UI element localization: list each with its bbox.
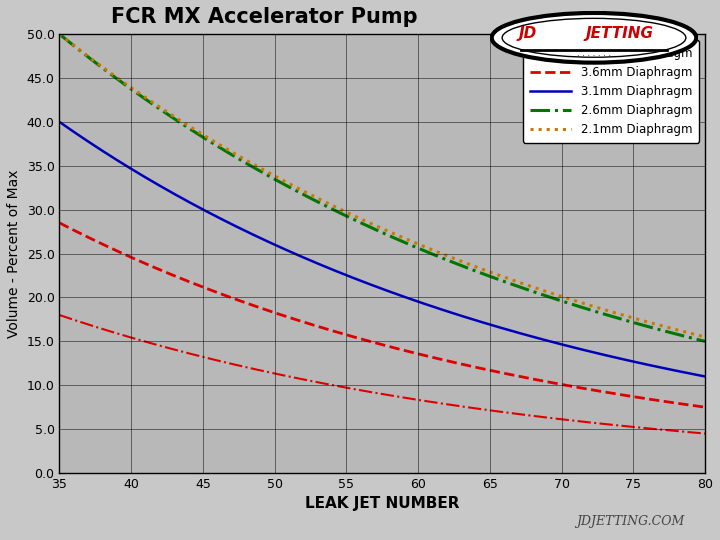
3.1mm Diaphragm <box>439 307 448 313</box>
3.6mm Diaphragm <box>685 402 694 408</box>
Ellipse shape <box>492 13 696 63</box>
Line: 2.1mm Diaphragm: 2.1mm Diaphragm <box>59 34 705 337</box>
Y-axis label: Volume - Percent of Max: Volume - Percent of Max <box>7 170 21 338</box>
2.1mm Diaphragm <box>701 334 709 340</box>
3.1mm Diaphragm <box>405 295 413 302</box>
4.1mm Diaphragm <box>439 401 448 407</box>
4.1mm Diaphragm <box>361 388 370 394</box>
2.6mm Diaphragm <box>701 338 709 345</box>
3.6mm Diaphragm <box>584 386 593 393</box>
4.1mm Diaphragm <box>584 419 593 426</box>
2.1mm Diaphragm <box>55 31 63 37</box>
2.1mm Diaphragm <box>584 302 593 308</box>
Line: 3.1mm Diaphragm: 3.1mm Diaphragm <box>59 122 705 376</box>
Text: JETTING: JETTING <box>585 26 653 41</box>
2.1mm Diaphragm <box>685 330 694 336</box>
2.1mm Diaphragm <box>366 220 374 226</box>
3.6mm Diaphragm <box>361 337 370 343</box>
4.1mm Diaphragm <box>55 312 63 318</box>
4.1mm Diaphragm <box>405 395 413 402</box>
4.1mm Diaphragm <box>685 429 694 435</box>
Text: JDJETTING.COM: JDJETTING.COM <box>576 515 684 528</box>
4.1mm Diaphragm <box>366 389 374 395</box>
3.1mm Diaphragm <box>584 348 593 354</box>
Line: 3.6mm Diaphragm: 3.6mm Diaphragm <box>59 223 705 407</box>
Text: FCR MX Accelerator Pump: FCR MX Accelerator Pump <box>111 7 418 27</box>
2.6mm Diaphragm <box>366 224 374 230</box>
3.6mm Diaphragm <box>55 220 63 226</box>
2.6mm Diaphragm <box>685 334 694 341</box>
2.6mm Diaphragm <box>405 241 413 247</box>
3.1mm Diaphragm <box>701 373 709 380</box>
3.6mm Diaphragm <box>701 404 709 410</box>
Line: 4.1mm Diaphragm: 4.1mm Diaphragm <box>59 315 705 434</box>
X-axis label: LEAK JET NUMBER: LEAK JET NUMBER <box>305 496 459 511</box>
3.6mm Diaphragm <box>405 348 413 355</box>
2.1mm Diaphragm <box>439 251 448 258</box>
Line: 2.6mm Diaphragm: 2.6mm Diaphragm <box>59 34 705 341</box>
3.6mm Diaphragm <box>366 338 374 345</box>
Text: JD: JD <box>518 26 536 41</box>
2.6mm Diaphragm <box>439 255 448 262</box>
2.6mm Diaphragm <box>361 222 370 228</box>
Legend: 4.1mm Diaphragm, 3.6mm Diaphragm, 3.1mm Diaphragm, 2.6mm Diaphragm, 2.1mm Diaphr: 4.1mm Diaphragm, 3.6mm Diaphragm, 3.1mm … <box>523 40 699 143</box>
3.6mm Diaphragm <box>439 357 448 363</box>
Text: · · · · · · ·: · · · · · · · <box>577 52 611 60</box>
4.1mm Diaphragm <box>701 430 709 437</box>
2.1mm Diaphragm <box>405 237 413 244</box>
3.1mm Diaphragm <box>366 281 374 287</box>
3.1mm Diaphragm <box>55 119 63 125</box>
2.6mm Diaphragm <box>55 31 63 37</box>
3.1mm Diaphragm <box>361 280 370 286</box>
2.1mm Diaphragm <box>361 218 370 225</box>
2.6mm Diaphragm <box>584 306 593 313</box>
3.1mm Diaphragm <box>685 370 694 377</box>
